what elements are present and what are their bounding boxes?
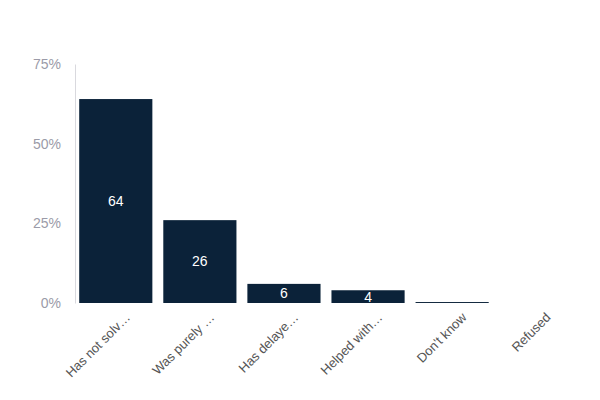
x-tick: Was purely … [149,303,217,378]
bar [79,99,152,303]
x-tick-label: Has not solv… [63,310,133,380]
y-axis: 0% 25% 50% 75% [33,56,76,311]
y-tick: 0% [41,295,75,311]
bar [500,303,573,304]
chart-svg: 0%25%50%75%Has not solv…Was purely …Has … [0,0,600,400]
y-tick: 75% [33,56,75,72]
bar [163,220,236,303]
bars [79,99,489,303]
x-tick-label: Has delaye… [236,310,302,376]
x-tick: Helped with… [318,303,386,378]
x-tick-label: Helped with… [318,310,386,378]
bar [247,284,320,303]
data-label: 4 [364,289,372,305]
y-axis-line [75,65,76,304]
plot: 0%25%50%75%Has not solv…Was purely …Has … [33,56,554,380]
data-label: 6 [280,285,288,301]
y-tick: 50% [33,136,75,152]
y-tick: 25% [33,215,75,231]
x-tick-label: Refused [509,310,554,355]
y-tick-label: 75% [33,56,61,72]
data-label: 64 [108,193,124,209]
data-labels: 642664 [108,193,372,305]
x-tick: Has delaye… [236,303,302,376]
x-axis: Has not solv…Was purely … Has delaye…Help… [63,303,554,380]
y-tick-label: 50% [33,136,61,152]
data-label: 26 [192,253,208,269]
x-tick: Refused [509,303,554,355]
x-tick: Don't know [414,303,470,366]
y-tick-label: 25% [33,215,61,231]
bar [416,302,489,303]
x-tick-label: Don't know [414,309,470,365]
y-tick-label: 0% [41,295,61,311]
x-tick: Has not solv… [63,303,133,380]
chart-container: 0%25%50%75%Has not solv…Was purely …Has … [0,0,600,400]
x-tick-label: Was purely … [149,310,217,378]
